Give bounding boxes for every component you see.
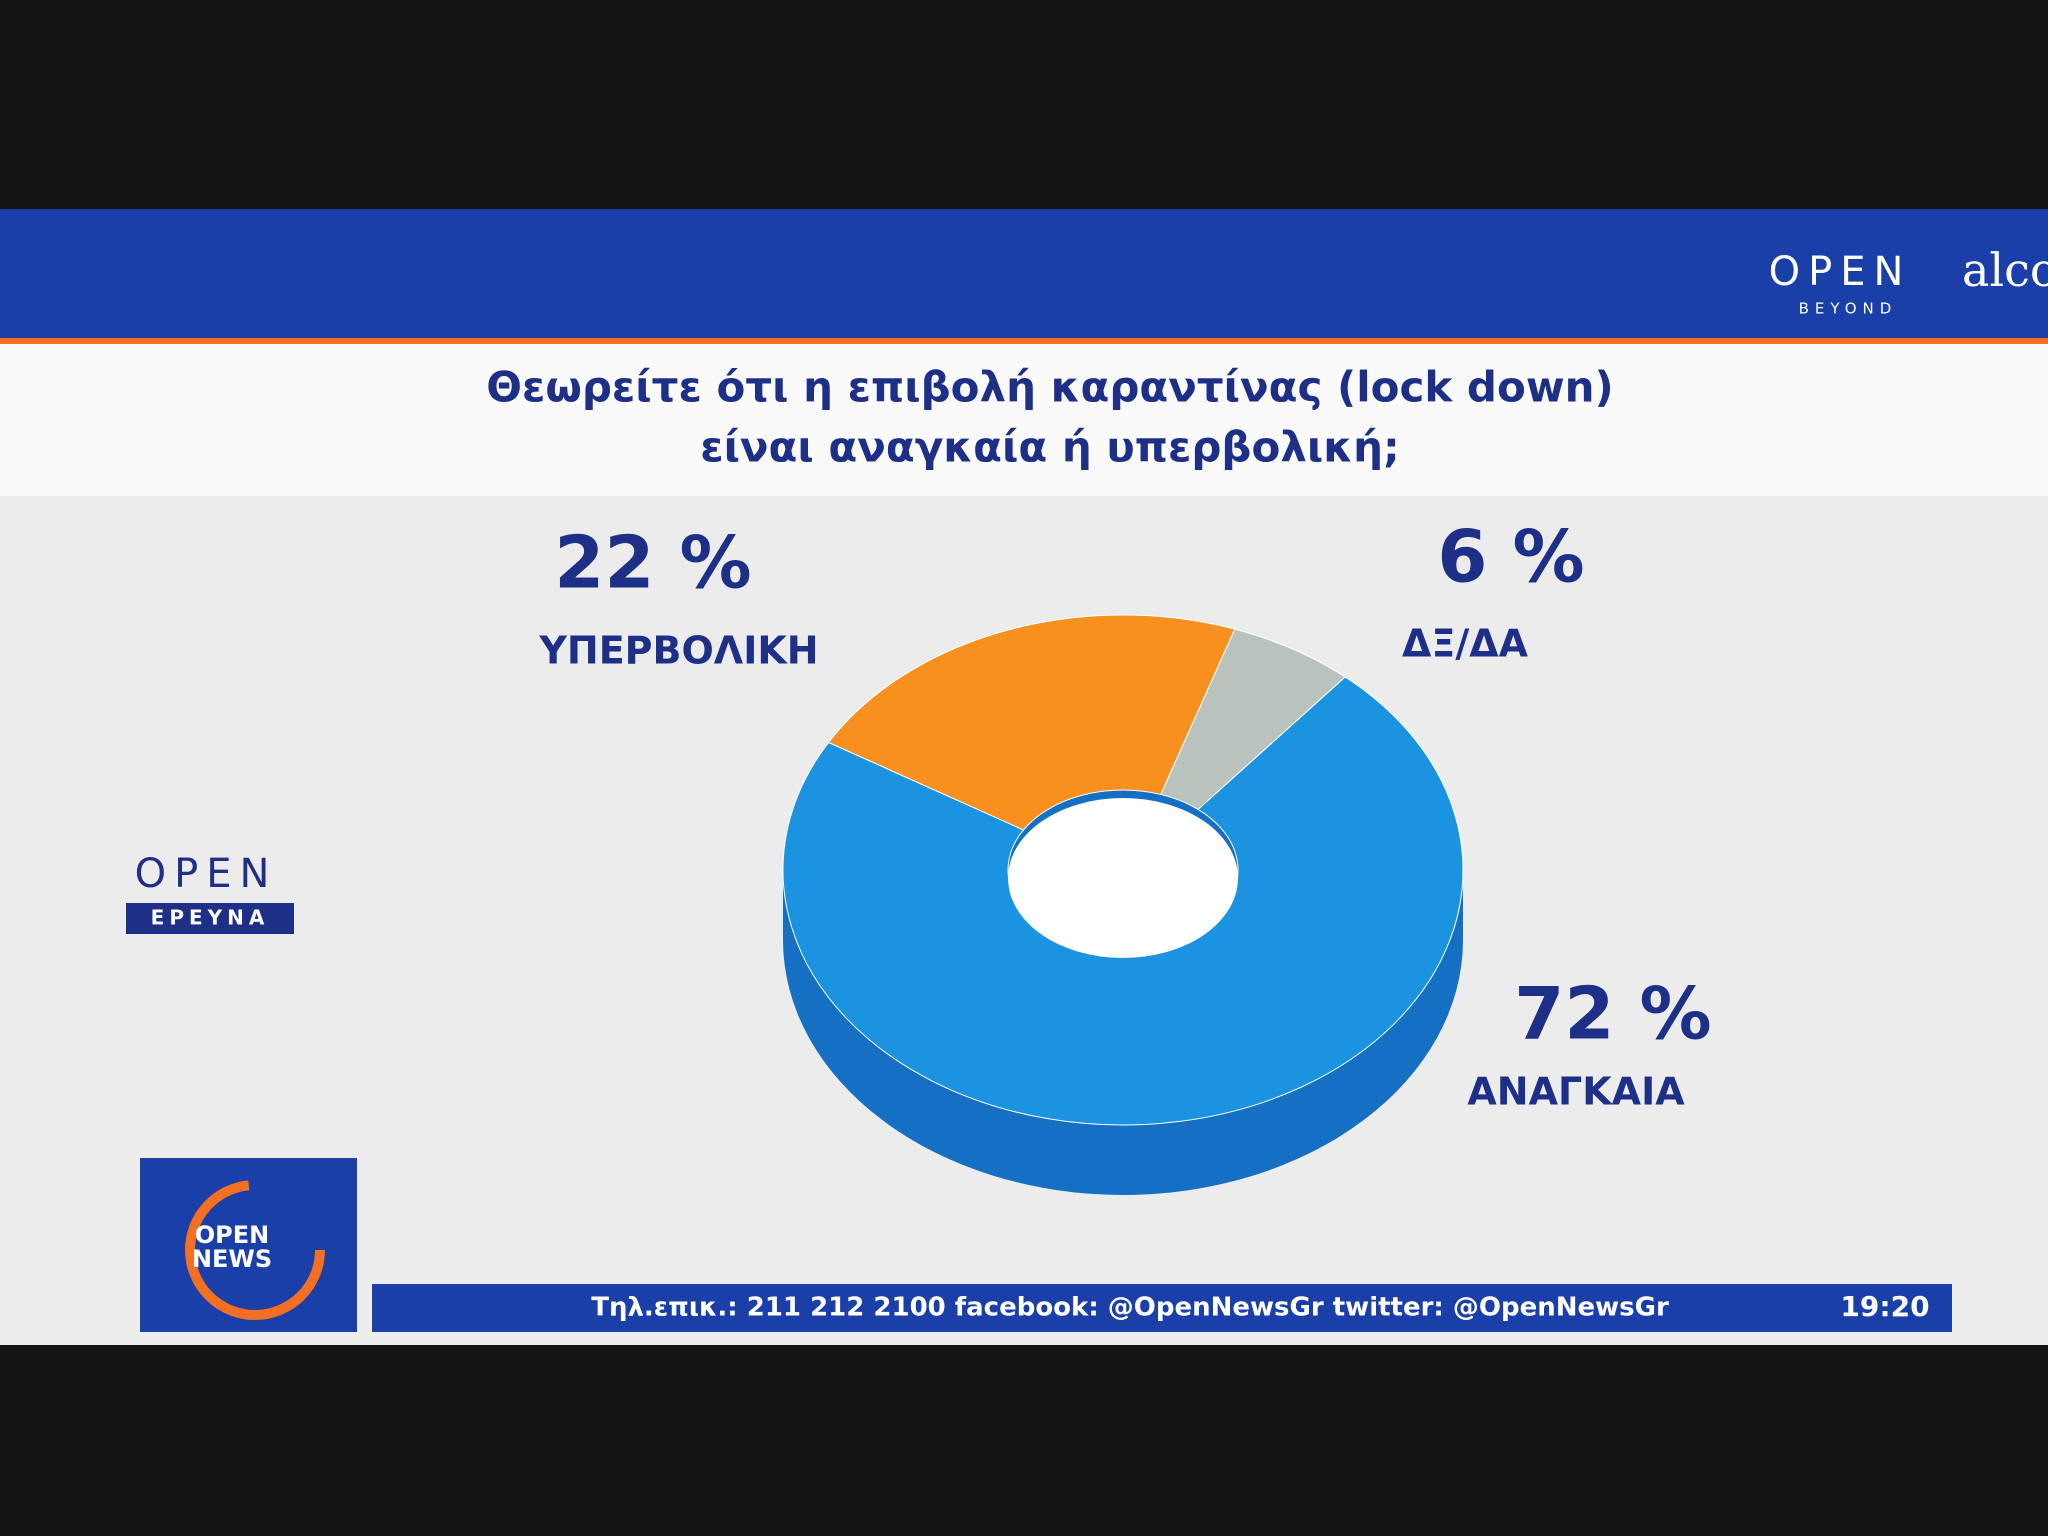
value-label: 6 % [1437,515,1584,599]
header-logo-sub: BEYOND [1799,300,1898,318]
side-logo-box [126,903,294,934]
channel-logo-text: NEWS [192,1245,272,1273]
category-label: ΑΝΑΓΚΑΙΑ [1467,1070,1685,1114]
footer-time: 19:20 [1840,1290,1929,1323]
donut-hole [1008,798,1238,958]
donut-chart: 22 % ΥΠΕΡΒΟΛΙΚΗ 6 % ΔΞ/ΔΑ 72 % ΑΝΑΓΚΑΙΑ [538,515,1712,1195]
footer-bar [372,1284,1952,1332]
value-label: 22 % [554,521,751,605]
side-logo-sub: ΕΡΕΥΝΑ [151,906,270,930]
category-label: ΔΞ/ΔΑ [1402,622,1529,666]
value-label: 72 % [1514,972,1711,1056]
chart-title: είναι αναγκαία ή υπερβολική; [700,423,1400,472]
header-band [0,209,2048,342]
side-logo-title: OPEN [135,851,278,897]
pie-slice [827,614,1236,831]
channel-logo-text: OPEN [195,1221,269,1249]
chart-title: Θεωρείτε ότι η επιβολή καραντίνας (lock … [486,363,1613,412]
category-label: ΥΠΕΡΒΟΛΙΚΗ [538,629,818,673]
footer-text: Τηλ.επικ.: 211 212 2100 facebook: @OpenN… [591,1293,1669,1323]
title-band [0,342,2048,496]
header-logo: OPEN [1769,249,1912,295]
channel-logo-ring [185,1180,325,1320]
header-accent [0,338,2048,344]
partner-logo: alco [1962,243,2048,297]
